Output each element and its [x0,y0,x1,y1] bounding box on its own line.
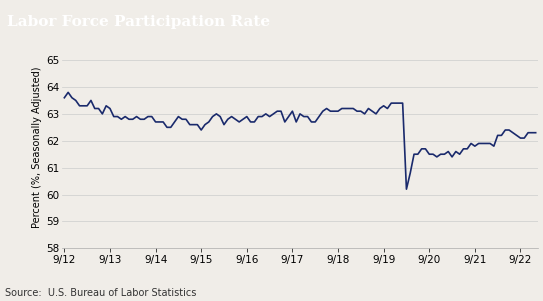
Y-axis label: Percent (%, Seasonally Adjusted): Percent (%, Seasonally Adjusted) [32,67,42,228]
Text: Labor Force Participation Rate: Labor Force Participation Rate [7,14,270,29]
Text: Source:  U.S. Bureau of Labor Statistics: Source: U.S. Bureau of Labor Statistics [5,288,197,298]
